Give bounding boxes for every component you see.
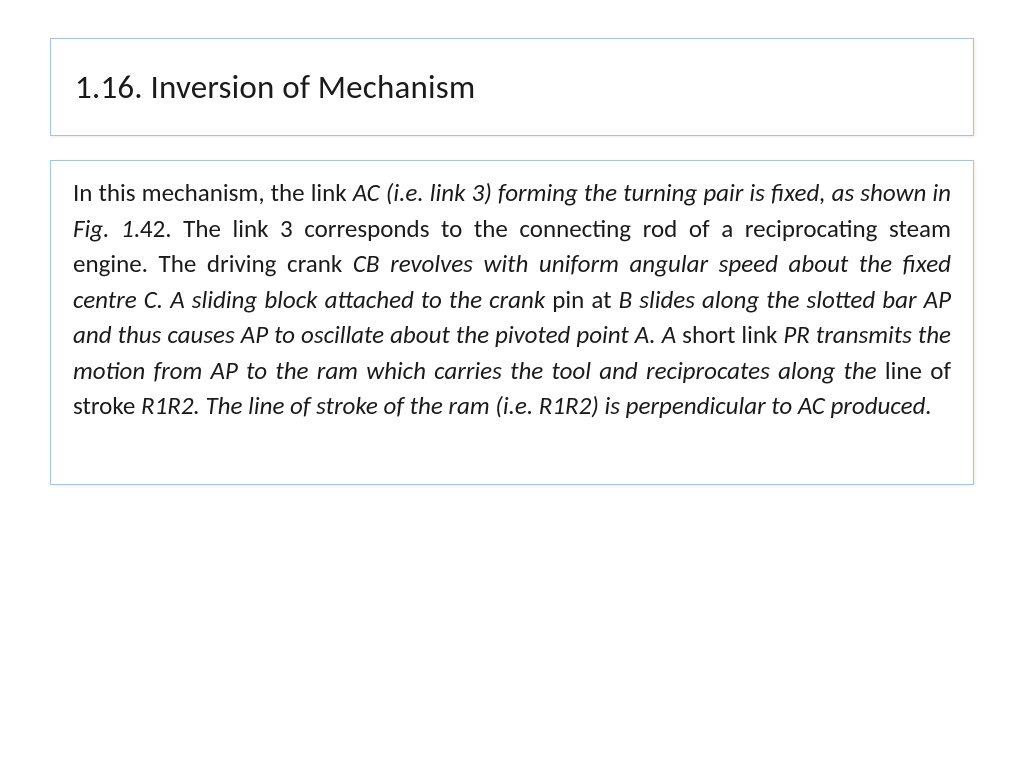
body-seg-5: pin at — [552, 284, 618, 315]
slide-body-paragraph: In this mechanism, the link AC (i.e. lin… — [73, 175, 951, 424]
body-seg-10: R1R2. The line of stroke of the ram (i.e… — [141, 390, 932, 421]
body-container: In this mechanism, the link AC (i.e. lin… — [50, 160, 974, 485]
body-seg-7: short link — [682, 319, 783, 350]
slide-title: 1.16. Inversion of Mechanism — [75, 67, 949, 107]
body-seg-1: In this mechanism, the link — [73, 177, 353, 208]
title-container: 1.16. Inversion of Mechanism — [50, 38, 974, 136]
